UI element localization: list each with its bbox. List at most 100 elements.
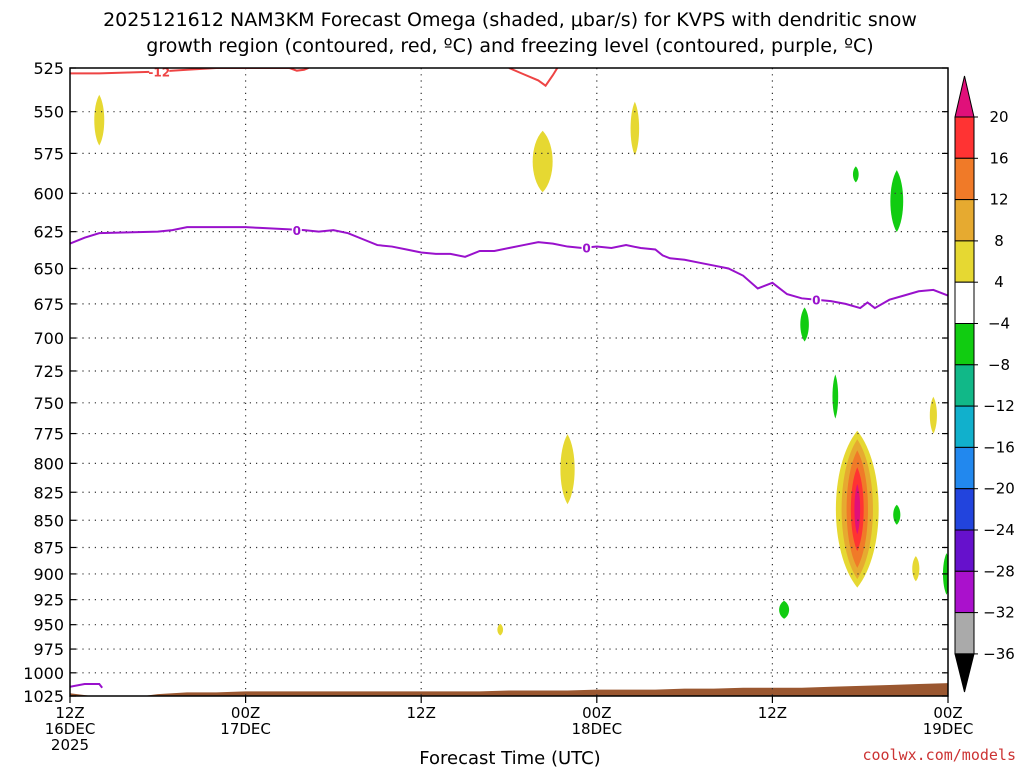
y-tick-label-925: 925 bbox=[33, 591, 64, 610]
omega-shading bbox=[94, 94, 948, 636]
colorbar-label-11: −28 bbox=[983, 562, 1015, 580]
freezing-level-surface-contour bbox=[70, 683, 103, 689]
y-tick-label-625: 625 bbox=[33, 223, 64, 242]
y-tick-label-575: 575 bbox=[33, 144, 64, 163]
colorbar-label-2: 12 bbox=[989, 191, 1008, 209]
colorbar-label-12: −32 bbox=[983, 604, 1015, 622]
y-tick-label-950: 950 bbox=[33, 616, 64, 635]
y-tick-label-1000: 1000 bbox=[23, 664, 64, 683]
colorbar-band-6 bbox=[954, 364, 975, 407]
y-tick-label-975: 975 bbox=[33, 640, 64, 659]
chart-title-line2: growth region (contoured, red, ºC) and f… bbox=[146, 35, 873, 57]
y-axis-pressure: 525 550 575 600 625 650 675 700 725 750 775 800 825 8… bbox=[23, 59, 948, 706]
freezing-level-label-2: 0 bbox=[812, 294, 820, 308]
x-tick-label-0-0: 12Z bbox=[55, 704, 84, 722]
colorbar-band-4 bbox=[954, 281, 975, 325]
omega-feature-3 bbox=[560, 434, 575, 505]
omega-feature-6 bbox=[912, 556, 920, 582]
dgz-contour-2 bbox=[508, 68, 559, 88]
omega-feature-1 bbox=[532, 130, 553, 193]
colorbar-band-12 bbox=[954, 612, 975, 655]
colorbar-band-2 bbox=[954, 199, 975, 242]
colorbar-band-11 bbox=[954, 570, 975, 614]
colorbar-label-8: −16 bbox=[983, 438, 1015, 456]
y-tick-label-900: 900 bbox=[33, 565, 64, 584]
chart-title-line1: 2025121612 NAM3KM Forecast Omega (shaded… bbox=[103, 9, 917, 31]
dotted-grid bbox=[70, 68, 948, 696]
x-axis-label: Forecast Time (UTC) bbox=[419, 748, 600, 768]
omega-feature-9 bbox=[800, 307, 809, 342]
y-tick-label-675: 675 bbox=[33, 295, 64, 314]
colorbar-label-1: 16 bbox=[989, 149, 1008, 167]
y-tick-label-550: 550 bbox=[33, 103, 64, 122]
colorbar-band-9 bbox=[954, 488, 975, 531]
x-tick-label-36-1: 18DEC bbox=[572, 720, 623, 738]
colorbar-label-4: 4 bbox=[994, 273, 1004, 291]
freezing-level-label-1: 0 bbox=[582, 242, 590, 256]
y-tick-label-650: 650 bbox=[33, 259, 64, 278]
freezing-level-contour bbox=[70, 226, 948, 310]
y-tick-label-875: 875 bbox=[33, 538, 64, 557]
dgz-contour-1 bbox=[230, 68, 309, 72]
omega-feature-4 bbox=[497, 623, 504, 636]
colorbar-label-0: 20 bbox=[989, 108, 1008, 126]
omega-feature-2 bbox=[630, 101, 640, 156]
colorbar-band-7 bbox=[954, 405, 975, 448]
freezing-label-bg-1 bbox=[581, 240, 592, 254]
colorbar-over-triangle bbox=[954, 75, 975, 118]
colorbar-band-3 bbox=[954, 240, 975, 283]
y-tick-label-600: 600 bbox=[33, 184, 64, 203]
colorbar-under-triangle bbox=[954, 653, 975, 693]
freezing-level-label-0: 0 bbox=[293, 224, 301, 238]
dgz-label-0: -12 bbox=[148, 65, 170, 79]
dgz-label-bg-0 bbox=[149, 68, 170, 78]
omega-feature-8 bbox=[890, 170, 904, 233]
plot-frame bbox=[69, 67, 949, 697]
colorbar-label-5: −4 bbox=[988, 315, 1010, 333]
colorbar-label-10: −24 bbox=[983, 521, 1015, 539]
freezing-label-bg-0 bbox=[291, 222, 302, 236]
colorbar: 20 16 12 8 4 −4 −8 −12 −16 −20 −24 −28 −32 −36 bbox=[954, 75, 1015, 693]
omega-feature-11 bbox=[779, 600, 790, 619]
y-tick-label-850: 850 bbox=[33, 511, 64, 530]
omega-core-level-20 bbox=[854, 484, 861, 535]
colorbar-label-6: −8 bbox=[988, 356, 1010, 374]
colorbar-band-8 bbox=[954, 446, 975, 490]
x-tick-label-0-2: 2025 bbox=[51, 736, 89, 754]
terrain-fill bbox=[70, 683, 948, 696]
colorbar-label-7: −12 bbox=[983, 397, 1015, 415]
plot-area bbox=[70, 68, 948, 696]
omega-feature-10 bbox=[832, 374, 839, 419]
colorbar-band-5 bbox=[954, 323, 975, 366]
omega-feature-7 bbox=[852, 166, 859, 183]
credit-text: coolwx.com/models bbox=[862, 746, 1016, 764]
y-tick-label-800: 800 bbox=[33, 454, 64, 473]
x-tick-label-60-0: 00Z bbox=[933, 704, 962, 722]
colorbar-label-9: −20 bbox=[983, 480, 1015, 498]
x-tick-label-12-0: 00Z bbox=[231, 704, 260, 722]
y-tick-label-825: 825 bbox=[33, 483, 64, 502]
omega-feature-5 bbox=[929, 396, 937, 434]
x-tick-label-24-0: 12Z bbox=[407, 704, 436, 722]
colorbar-label-3: 8 bbox=[994, 232, 1004, 250]
freezing-label-bg-2 bbox=[811, 292, 822, 306]
colorbar-band-0 bbox=[954, 116, 975, 159]
colorbar-band-10 bbox=[954, 529, 975, 572]
y-tick-label-700: 700 bbox=[33, 329, 64, 348]
omega-feature-0 bbox=[94, 94, 105, 146]
terrain-area bbox=[70, 683, 948, 696]
y-tick-label-775: 775 bbox=[33, 425, 64, 444]
x-tick-label-48-0: 12Z bbox=[758, 704, 787, 722]
colorbar-label-13: −36 bbox=[983, 645, 1015, 663]
colorbar-band-1 bbox=[954, 157, 975, 201]
y-tick-label-1025: 1025 bbox=[23, 687, 64, 706]
x-tick-label-36-0: 00Z bbox=[582, 704, 611, 722]
y-tick-label-750: 750 bbox=[33, 394, 64, 413]
x-tick-label-12-1: 17DEC bbox=[220, 720, 271, 738]
y-tick-label-725: 725 bbox=[33, 362, 64, 381]
contour-lines: 0 0 0 -12 bbox=[70, 65, 948, 689]
y-tick-label-525: 525 bbox=[33, 59, 64, 78]
x-tick-label-60-1: 19DEC bbox=[923, 720, 974, 738]
